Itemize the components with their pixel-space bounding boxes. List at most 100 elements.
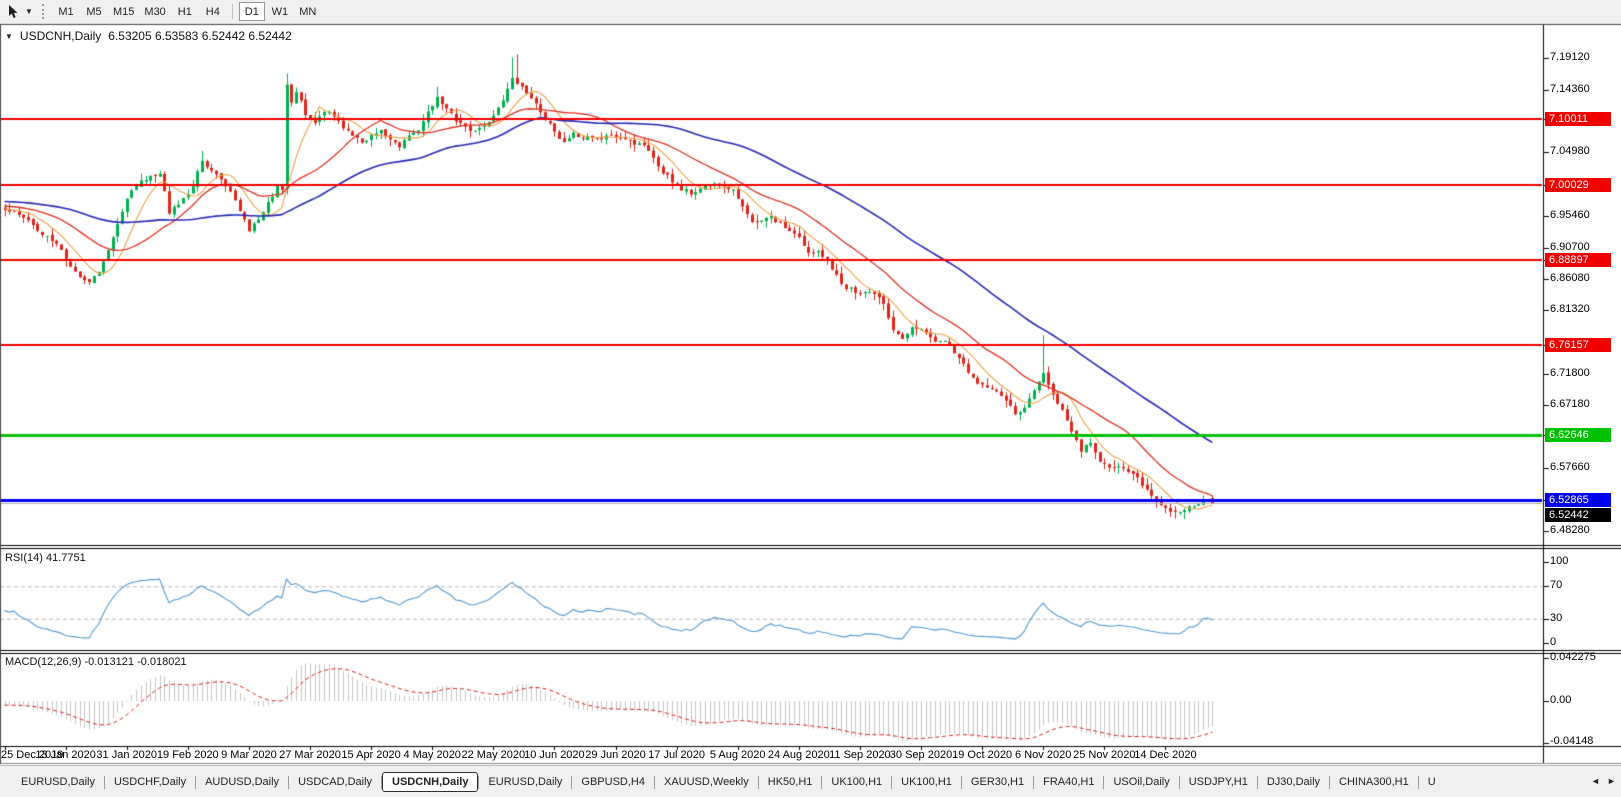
chart-tab-gbpusd-h4[interactable]: GBPUSD,H4 [581,776,645,788]
chart-tab-usdcnh-daily[interactable]: USDCNH,Daily [382,772,479,792]
price-line-label: 7.10011 [1545,111,1611,126]
price-axis-tick: 6.95460 [1550,208,1590,221]
price-axis-tick: 7.04980 [1550,145,1590,158]
chart-tab-china300-h1[interactable]: CHINA300,H1 [1339,776,1409,788]
date-axis-label: 19 Oct 2020 [952,749,1013,761]
chart-tab-usdcad-daily[interactable]: USDCAD,Daily [298,776,373,788]
cursor-tool-icon[interactable] [4,3,22,21]
tab-separator [891,775,893,789]
price-axis-tick: 6.71800 [1550,366,1590,379]
timeframe-button-h4[interactable]: H4 [205,5,220,18]
tab-separator [288,775,290,789]
tab-separator [195,775,197,789]
chart-tab-uk100-h1[interactable]: UK100,H1 [901,776,952,788]
tab-separator [1417,775,1419,789]
price-line-label: 6.76157 [1545,337,1611,352]
price-line-label: 6.52865 [1545,493,1611,508]
tab-separator [653,775,655,789]
tab-separator [571,775,573,789]
timeframe-button-m30[interactable]: M30 [144,5,166,18]
price-axis-tick: 6.57660 [1550,461,1590,474]
chart-symbol-label: USDCNH,Daily [19,29,102,43]
price-line-label: 6.62646 [1545,428,1611,443]
date-axis-label: 31 Jan 2020 [96,749,157,761]
date-axis-label: 10 Jun 2020 [524,749,585,761]
chart-tab-usoil-daily[interactable]: USOil,Daily [1113,776,1170,788]
price-axis-tick: 6.90700 [1550,240,1590,253]
chart-tab-u[interactable]: U [1427,776,1436,788]
tab-separator [821,775,823,789]
tab-separator [103,775,105,789]
chart-tab-uk100-h1[interactable]: UK100,H1 [831,776,883,788]
chart-tab-fra40-h1[interactable]: FRA40,H1 [1043,776,1095,788]
macd-indicator-label: MACD(12,26,9) -0.013121 -0.018021 [5,656,187,668]
chart-tabs: EURUSD,Daily USDCHF,Daily AUDUSD,Daily USDC… [12,770,1582,794]
date-axis-label: 14 Dec 2020 [1134,749,1197,761]
cursor-dropdown-icon[interactable]: ▼ [25,7,33,16]
price-line-label: 6.88897 [1545,252,1611,267]
current-price-label: 6.52442 [1545,507,1611,522]
macd-axis-tick: -0.04148 [1550,735,1594,747]
tab-separator [381,775,383,789]
date-axis-label: 6 Nov 2020 [1015,749,1072,761]
date-axis-label: 24 Aug 2020 [767,749,830,761]
chart-tab-usdjpy-h1[interactable]: USDJPY,H1 [1188,776,1248,788]
chart-tab-dj30-daily[interactable]: DJ30,Daily [1266,776,1321,788]
date-axis-label: 17 Jul 2020 [648,749,706,761]
tab-separator [757,775,759,789]
tab-scroll-buttons: ◄ ► [1589,774,1618,788]
symbol-dropdown-icon[interactable]: ▼ [5,31,13,41]
chart-tab-xauusd-weekly[interactable]: XAUUSD,Weekly [663,776,749,788]
price-axis-tick: 6.48280 [1550,524,1590,536]
date-axis-label: 19 Feb 2020 [156,749,219,761]
price-axis-tick: 6.81320 [1550,303,1590,316]
tab-separator [960,775,962,789]
chart-tab-ger30-h1[interactable]: GER30,H1 [970,776,1025,788]
date-axis-label: 29 Jun 2020 [585,749,646,761]
toolbar-grip [42,4,44,19]
chart-tab-usdchf-daily[interactable]: USDCHF,Daily [113,776,187,788]
rsi-indicator-label: RSI(14) 41.7751 [5,552,86,564]
date-axis-label: 13 Jan 2020 [35,749,96,761]
macd-axis-tick: 0.042275 [1550,650,1596,663]
chart-tab-audusd-daily[interactable]: AUDUSD,Daily [205,776,280,788]
timeframe-button-w1[interactable]: W1 [271,5,289,18]
date-axis-label: 5 Aug 2020 [709,749,766,761]
timeframe-button-d1[interactable]: D1 [238,2,265,21]
rsi-axis-tick: 70 [1550,579,1563,592]
timeframe-button-h1[interactable]: H1 [177,5,192,18]
tab-scroll-right-icon[interactable]: ► [1607,776,1616,786]
tab-separator [1178,775,1180,789]
timeframe-button-m5[interactable]: M5 [86,5,102,18]
timeframe-buttons: M1 M5 M15 M30 H1 H4 D1 W1 MN [52,2,322,21]
tab-scroll-left-icon[interactable]: ◄ [1591,776,1600,786]
date-axis-label: 25 Dec 2019 [1,749,64,761]
timeframe-button-m1[interactable]: M1 [58,5,74,18]
date-axis-label: 11 Sep 2020 [829,749,891,761]
tab-separator [1256,775,1258,789]
date-axis-label: 9 Mar 2020 [221,749,277,761]
rsi-axis-tick: 0 [1550,636,1557,648]
macd-axis-tick: 0.00 [1550,694,1572,706]
timeframe-button-mn[interactable]: MN [299,5,317,18]
chart-tab-hk50-h1[interactable]: HK50,H1 [767,776,813,788]
toolbar-separator [231,4,233,19]
date-axis-label: 15 Apr 2020 [341,749,401,761]
tab-separator [1033,775,1035,789]
rsi-axis-tick: 100 [1550,555,1569,567]
chart-tab-eurusd-daily[interactable]: EURUSD,Daily [488,776,563,788]
price-axis-tick: 7.19120 [1550,51,1590,63]
price-axis-tick: 6.86080 [1550,271,1590,284]
date-axis-label: 4 May 2020 [403,749,461,761]
timeframe-button-m15[interactable]: M15 [113,5,135,18]
tab-separator [1103,775,1105,789]
rsi-axis-tick: 30 [1550,611,1563,624]
timeframe-toolbar: ▼ M1 M5 M15 M30 H1 H4 D1 W1 MN [0,0,1621,24]
date-axis-label: 22 May 2020 [461,749,526,761]
chart-title: ▼ USDCNH,Daily 6.53205 6.53583 6.52442 6… [5,29,292,43]
tab-separator [1329,775,1331,789]
price-axis-tick: 6.67180 [1550,397,1590,410]
date-axis-label: 25 Nov 2020 [1073,749,1136,761]
chart-tab-eurusd-daily[interactable]: EURUSD,Daily [21,776,95,788]
